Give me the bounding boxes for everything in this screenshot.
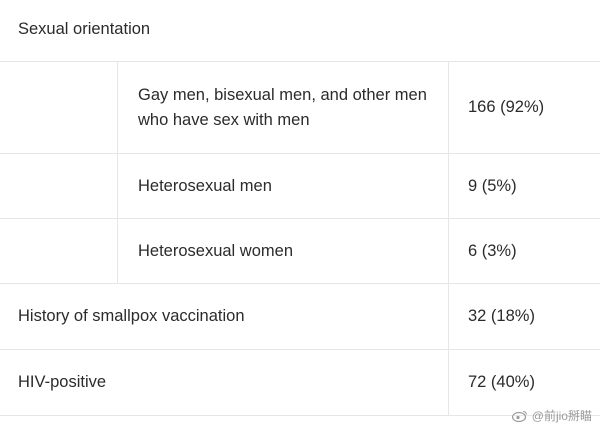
column-divider bbox=[448, 219, 449, 283]
column-divider bbox=[448, 154, 449, 218]
column-divider bbox=[117, 154, 118, 218]
row-value: 9 (5%) bbox=[468, 176, 517, 195]
row-label: Heterosexual women bbox=[138, 241, 293, 260]
watermark-text: @前jio掰瞄 bbox=[531, 409, 592, 423]
table-row: Heterosexual women 6 (3%) bbox=[0, 219, 600, 284]
column-divider bbox=[448, 284, 449, 349]
row-value: 6 (3%) bbox=[468, 241, 517, 260]
section-header-row: Sexual orientation bbox=[0, 0, 600, 62]
table-row: HIV-positive 72 (40%) bbox=[0, 350, 600, 416]
row-label: Gay men, bisexual men, and other men who… bbox=[138, 85, 427, 129]
row-value: 32 (18%) bbox=[468, 307, 535, 325]
table-row: Heterosexual men 9 (5%) bbox=[0, 154, 600, 219]
column-divider bbox=[448, 62, 449, 153]
row-label: Heterosexual men bbox=[138, 176, 272, 195]
row-label: HIV-positive bbox=[18, 373, 107, 391]
table-row: Gay men, bisexual men, and other men who… bbox=[0, 62, 600, 154]
column-divider bbox=[448, 350, 449, 415]
column-divider bbox=[117, 62, 118, 153]
row-value: 72 (40%) bbox=[468, 373, 535, 391]
weibo-icon bbox=[511, 410, 527, 422]
row-value: 166 (92%) bbox=[468, 98, 545, 116]
table-row: History of smallpox vaccination 32 (18%) bbox=[0, 284, 600, 350]
section-title: Sexual orientation bbox=[18, 20, 151, 38]
row-label: History of smallpox vaccination bbox=[18, 307, 245, 325]
watermark: @前jio掰瞄 bbox=[511, 407, 592, 424]
column-divider bbox=[117, 219, 118, 283]
